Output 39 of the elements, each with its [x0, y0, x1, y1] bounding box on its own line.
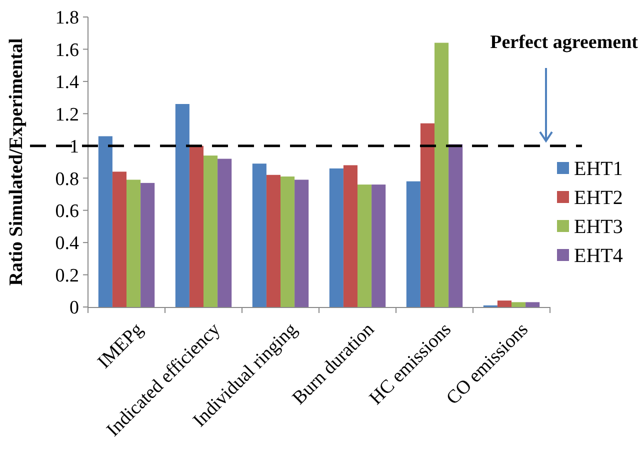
bar [434, 42, 449, 307]
legend-label: EHT2 [574, 187, 623, 209]
bar [512, 302, 526, 307]
bar [526, 302, 540, 307]
y-tick-label: 1.6 [55, 40, 79, 61]
bar [175, 104, 190, 307]
y-tick-label: 0.2 [55, 265, 79, 286]
bar [218, 158, 232, 307]
legend-label: EHT4 [574, 245, 623, 267]
bar [280, 176, 295, 307]
bar [266, 174, 280, 307]
bar [140, 182, 155, 307]
y-tick-label: 1.2 [55, 104, 79, 126]
bar [204, 156, 218, 307]
bar [98, 136, 112, 307]
bar [252, 164, 266, 307]
bar [343, 165, 358, 307]
bar [406, 181, 420, 307]
bar [126, 180, 141, 307]
y-tick-label: 0.6 [55, 200, 79, 222]
y-tick-label: 0.4 [55, 233, 80, 254]
y-tick-label: 1.8 [55, 8, 79, 29]
y-tick-label: 1 [70, 136, 79, 158]
bar [420, 123, 434, 307]
bar [448, 144, 463, 307]
bar [372, 184, 386, 307]
bar [112, 172, 126, 307]
legend-label: EHT3 [574, 216, 623, 238]
bar [189, 146, 204, 307]
bar [329, 168, 344, 307]
bar [497, 300, 512, 307]
legend-label: EHT1 [574, 158, 623, 180]
bar [294, 180, 309, 307]
y-tick-label: 1.4 [55, 72, 80, 94]
y-tick-label: 0 [70, 298, 79, 319]
y-tick-label: 0.8 [55, 168, 79, 190]
ref-line-label: Perfect agreement [490, 32, 639, 53]
y-axis-title: Ratio Simulated/Experimental [6, 38, 27, 286]
bar [358, 184, 372, 307]
